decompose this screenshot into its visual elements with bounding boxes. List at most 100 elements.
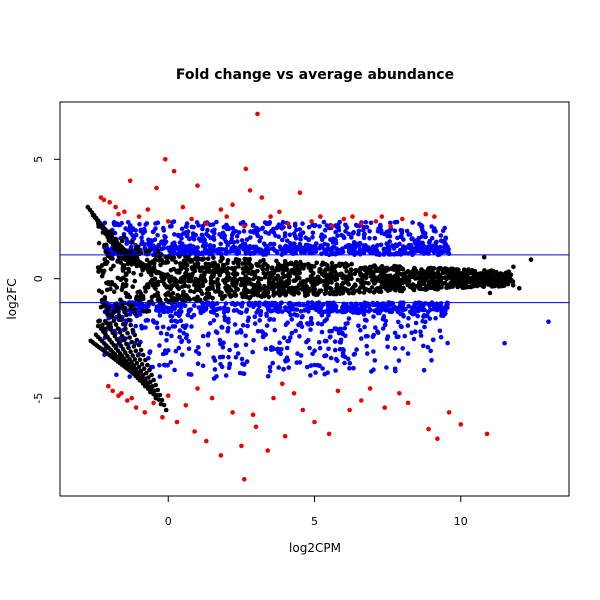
blue-point <box>289 246 295 251</box>
blue-point <box>387 307 393 312</box>
blue-point <box>294 360 300 365</box>
black-point <box>102 261 108 267</box>
black-point <box>149 272 154 278</box>
black-point <box>135 244 141 250</box>
black-point <box>436 274 442 279</box>
black-point <box>255 268 260 274</box>
black-point <box>136 298 142 303</box>
blue-point <box>333 229 338 235</box>
black-point <box>136 342 142 348</box>
blue-point <box>289 330 295 336</box>
blue-point <box>421 313 427 318</box>
black-point <box>325 263 330 268</box>
black-point <box>139 361 145 367</box>
black-point <box>129 339 134 345</box>
blue-point <box>334 327 339 332</box>
red-point <box>174 419 180 425</box>
black-point <box>149 294 155 300</box>
red-point <box>204 221 209 227</box>
blue-point <box>388 220 393 226</box>
blue-point <box>299 324 305 330</box>
blue-point <box>384 336 390 342</box>
blue-point <box>188 372 194 377</box>
blue-point <box>157 343 162 348</box>
blue-point <box>151 246 156 252</box>
black-point <box>517 286 522 291</box>
blue-point <box>164 338 169 343</box>
blue-point <box>216 247 221 252</box>
black-point <box>289 285 295 291</box>
blue-point <box>434 239 439 245</box>
black-point <box>482 279 488 285</box>
blue-point <box>160 351 166 357</box>
x-axis-label: log2CPM <box>289 541 341 555</box>
black-point <box>368 273 374 279</box>
blue-point <box>325 303 331 308</box>
blue-point <box>337 339 343 345</box>
blue-point <box>295 351 300 356</box>
blue-point <box>203 306 209 311</box>
black-point <box>100 322 105 328</box>
blue-point <box>383 307 389 313</box>
black-point <box>391 277 397 283</box>
blue-point <box>131 227 136 233</box>
black-point <box>329 264 335 270</box>
red-point <box>309 219 314 224</box>
blue-point <box>392 330 398 336</box>
blue-point <box>117 222 123 227</box>
blue-point <box>173 348 179 354</box>
black-point <box>205 264 211 270</box>
blue-point <box>433 316 438 321</box>
black-point <box>112 333 118 339</box>
black-point <box>140 296 146 302</box>
blue-point <box>328 334 333 340</box>
blue-point <box>317 246 323 251</box>
blue-point <box>367 249 373 255</box>
blue-point <box>298 250 304 255</box>
blue-point <box>310 230 316 236</box>
black-point <box>209 280 214 286</box>
blue-point <box>114 372 119 378</box>
black-point <box>114 308 120 314</box>
black-point <box>108 327 113 332</box>
black-point <box>121 234 127 240</box>
black-point <box>366 288 372 293</box>
blue-point <box>158 330 164 336</box>
black-point <box>135 353 141 358</box>
black-point <box>251 276 256 282</box>
blue-point <box>222 236 227 242</box>
black-point <box>192 268 198 274</box>
blue-point <box>188 307 193 312</box>
blue-point <box>307 250 312 255</box>
black-point <box>216 289 222 295</box>
black-point <box>121 263 127 268</box>
blue-point <box>331 236 336 242</box>
blue-point <box>195 361 201 367</box>
blue-point <box>419 307 425 312</box>
black-point <box>102 257 107 262</box>
blue-point <box>367 228 372 234</box>
blue-point <box>275 250 280 255</box>
black-point <box>479 275 484 280</box>
black-point <box>309 263 314 269</box>
blue-point <box>402 333 408 339</box>
blue-point <box>252 314 258 320</box>
black-point <box>310 270 316 276</box>
black-point <box>111 263 116 269</box>
black-point <box>132 311 138 317</box>
blue-point <box>441 305 446 311</box>
black-point <box>222 280 228 286</box>
black-point <box>132 332 138 338</box>
black-point <box>306 261 311 267</box>
red-point <box>250 412 256 418</box>
blue-point <box>196 345 201 350</box>
blue-point <box>223 250 228 255</box>
black-point <box>210 286 215 291</box>
blue-point <box>200 363 206 369</box>
black-point <box>126 317 131 323</box>
blue-point <box>289 317 295 322</box>
blue-point <box>138 228 144 234</box>
blue-point <box>423 319 428 325</box>
blue-point <box>425 309 431 315</box>
black-point <box>510 283 516 288</box>
